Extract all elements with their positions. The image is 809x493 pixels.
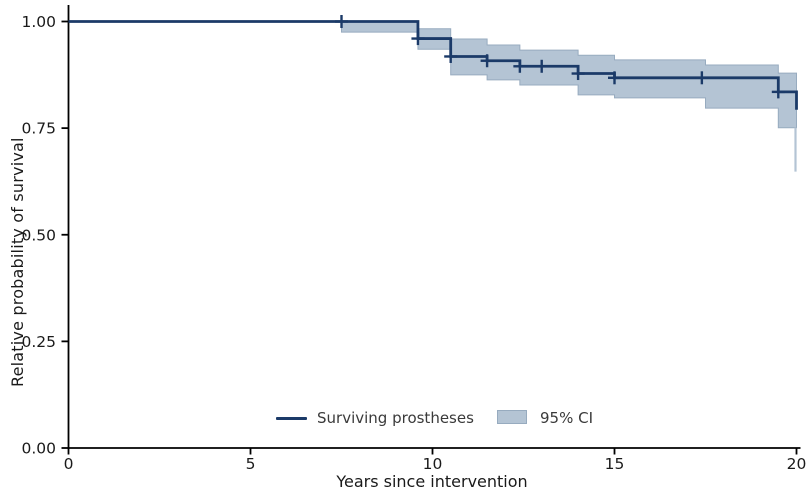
x-tick-label: 0 xyxy=(64,455,74,473)
y-tick-label: 1.00 xyxy=(21,13,56,31)
y-tick-label: 0.75 xyxy=(21,120,56,138)
x-axis-title: Years since intervention xyxy=(336,472,528,491)
x-tick-label: 20 xyxy=(787,455,807,473)
y-tick-label: 0.50 xyxy=(21,226,56,244)
x-tick-label: 10 xyxy=(423,455,443,473)
y-axis-title: Relative probability of survival xyxy=(8,137,27,387)
x-tick-label: 5 xyxy=(246,455,256,473)
y-tick-label: 0.00 xyxy=(21,440,56,458)
x-tick-label: 15 xyxy=(605,455,625,473)
y-tick-label: 0.25 xyxy=(21,333,56,351)
ci-band xyxy=(341,21,797,129)
